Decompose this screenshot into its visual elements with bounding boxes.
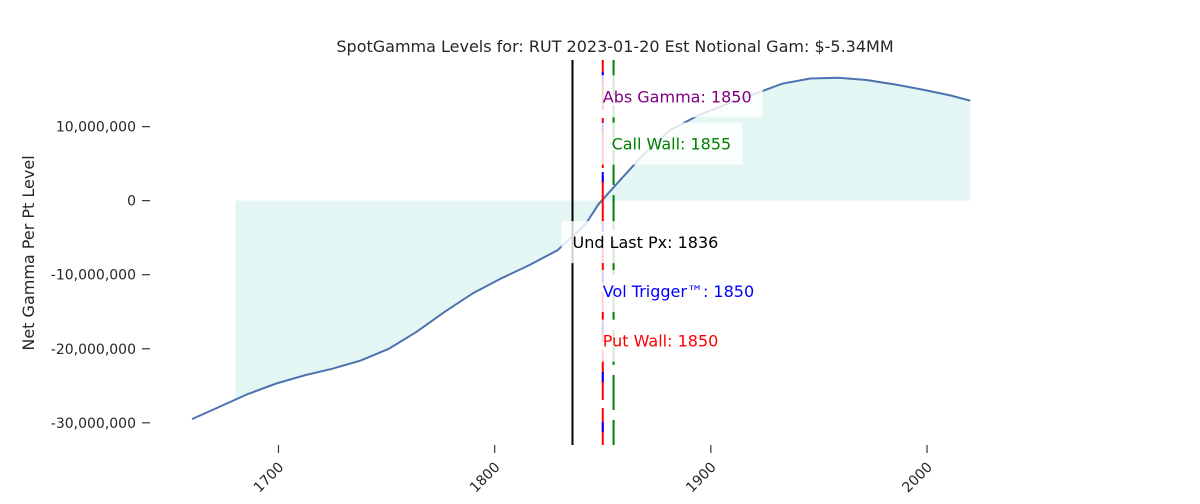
y-tick-label: 10,000,000 xyxy=(56,120,136,136)
chart-title: SpotGamma Levels for: RUT 2023-01-20 Est… xyxy=(336,37,893,56)
level-label-background xyxy=(591,75,763,118)
level-label-group: Put Wall: 1850 xyxy=(591,319,730,362)
gamma-area-fill xyxy=(235,77,971,400)
y-tick-label: -30,000,000 xyxy=(51,416,136,432)
level-label: Und Last Px: 1836 xyxy=(572,233,718,252)
level-label-group: Vol Trigger™: 1850 xyxy=(591,270,766,312)
level-label: Call Wall: 1855 xyxy=(612,135,732,154)
level-label: Abs Gamma: 1850 xyxy=(603,87,752,106)
level-label-background xyxy=(591,319,730,362)
level-label-group: Und Last Px: 1836 xyxy=(561,221,730,264)
y-axis: 10,000,000 0 -10,000,000 -20,000,000 -30,000… xyxy=(51,120,150,432)
y-tick-label: -20,000,000 xyxy=(51,342,136,358)
line-layer xyxy=(191,76,971,421)
x-tick-label: 1900 xyxy=(683,460,720,497)
level-label-group: Call Wall: 1855 xyxy=(600,122,743,165)
level-label-background xyxy=(561,221,730,264)
gamma-series-line xyxy=(191,76,971,421)
y-axis-label: Net Gamma Per Pt Level xyxy=(19,155,38,350)
level-label: Vol Trigger™: 1850 xyxy=(603,282,754,301)
x-axis: 1700 1800 1900 2000 xyxy=(251,445,936,496)
y-tick-label: -10,000,000 xyxy=(51,268,136,284)
x-tick-label: 2000 xyxy=(899,460,936,497)
x-tick-label: 1800 xyxy=(467,460,504,497)
level-label-background xyxy=(600,122,743,165)
level-label: Put Wall: 1850 xyxy=(603,332,719,351)
x-tick-label: 1700 xyxy=(251,460,288,497)
level-label-group: Abs Gamma: 1850 xyxy=(591,75,763,118)
label-layer: Und Last Px: 1836 Abs Gamma: 1850 Vol Trig… xyxy=(561,75,766,362)
level-label-background xyxy=(591,270,766,312)
fill-layer xyxy=(235,77,971,400)
y-tick-label: 0 xyxy=(127,194,136,210)
